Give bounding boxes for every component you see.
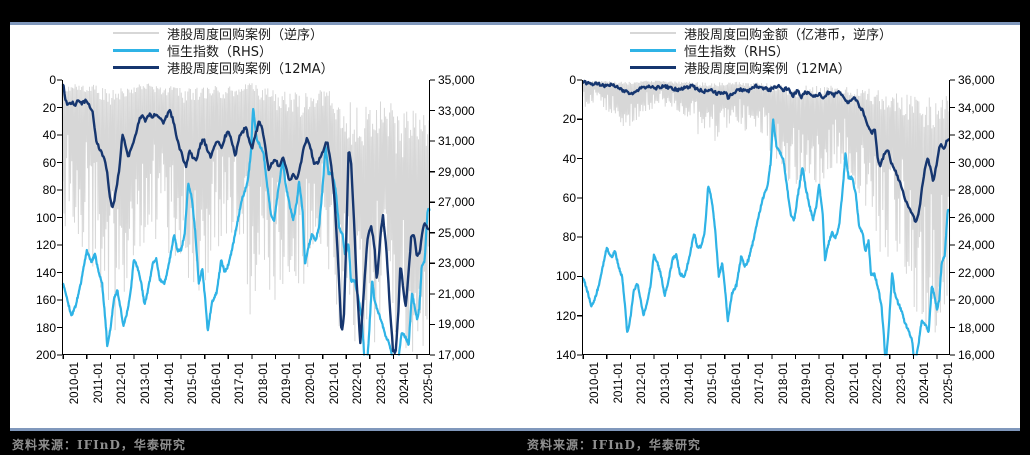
source-note-left: 资料来源：IFInD，华泰研究 [12, 438, 186, 452]
content-panel [10, 25, 1020, 428]
bottom-divider-line [10, 428, 1020, 431]
top-divider-line [10, 22, 1020, 25]
source-note-right: 资料来源：IFInD，华泰研究 [527, 438, 701, 452]
